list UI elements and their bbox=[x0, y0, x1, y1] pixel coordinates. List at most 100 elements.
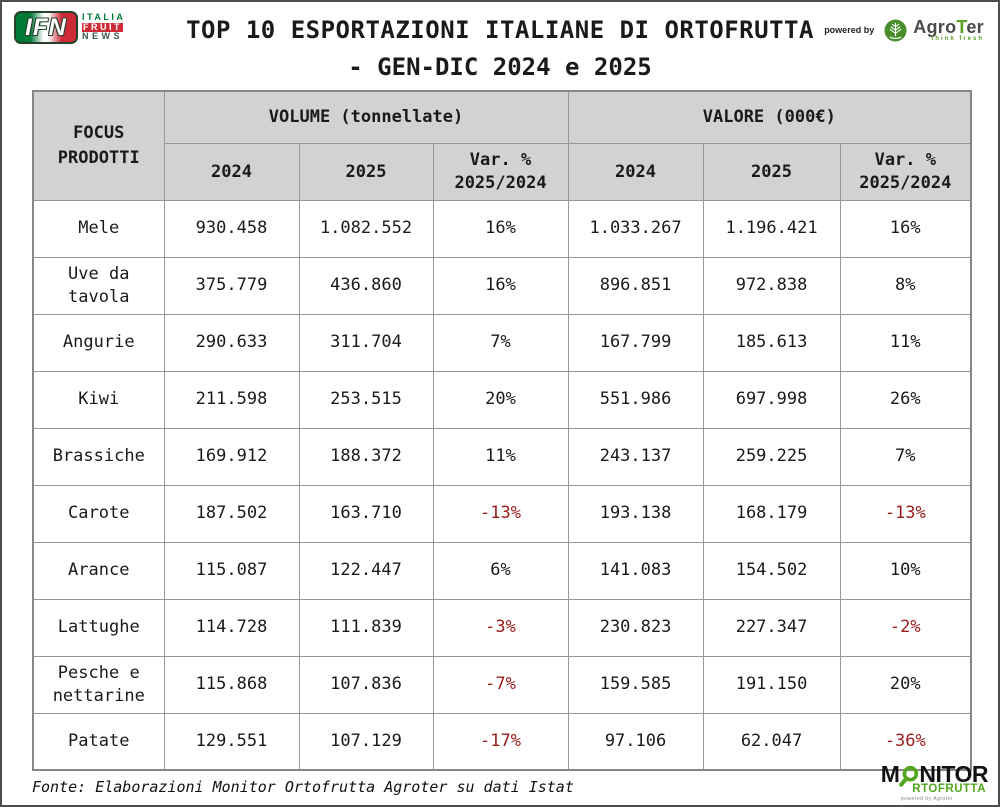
volume-var-cell: -17% bbox=[432, 712, 569, 771]
valore-2024-cell: 896.851 bbox=[567, 256, 704, 315]
product-name-cell: Uve da tavola bbox=[32, 256, 165, 315]
valore-2025-cell: 1.196.421 bbox=[702, 199, 841, 258]
volume-var-cell: -7% bbox=[432, 655, 569, 714]
page-title-line2: - GEN-DIC 2024 e 2025 bbox=[348, 53, 652, 81]
exports-table: FOCUS PRODOTTI VOLUME (tonnellate) VALOR… bbox=[32, 90, 973, 771]
volume-var-cell: 16% bbox=[432, 199, 569, 258]
valore-2024-cell: 193.138 bbox=[567, 484, 704, 543]
volume-2025-cell: 253.515 bbox=[298, 370, 434, 429]
valore-2024-cell: 1.033.267 bbox=[567, 199, 704, 258]
table-row: Angurie 290.633 311.704 7% 167.799 185.613 11% bbox=[32, 313, 972, 372]
table-row: Mele 930.458 1.082.552 16% 1.033.267 1.196.42… bbox=[32, 199, 972, 258]
ifn-word-news: NEWS bbox=[82, 31, 123, 42]
volume-2024-header: 2024 bbox=[163, 142, 300, 201]
volume-2024-cell: 129.551 bbox=[163, 712, 300, 771]
valore-var-cell: 20% bbox=[839, 655, 972, 714]
valore-var-cell: -2% bbox=[839, 598, 972, 657]
ifn-abbr: IFN bbox=[25, 13, 67, 41]
volume-var-cell: 7% bbox=[432, 313, 569, 372]
product-name-cell: Carote bbox=[32, 484, 165, 543]
valore-2025-cell: 185.613 bbox=[702, 313, 841, 372]
valore-2025-cell: 191.150 bbox=[702, 655, 841, 714]
valore-2024-cell: 230.823 bbox=[567, 598, 704, 657]
volume-var-cell: 11% bbox=[432, 427, 569, 486]
valore-var-cell: -13% bbox=[839, 484, 972, 543]
table-row: Kiwi 211.598 253.515 20% 551.986 697.998 26% bbox=[32, 370, 972, 429]
agroter-logo: powered by AgroTer think fresh bbox=[824, 18, 984, 42]
volume-2025-cell: 188.372 bbox=[298, 427, 434, 486]
monitor-m: M bbox=[880, 760, 900, 787]
product-name-cell: Angurie bbox=[32, 313, 165, 372]
valore-var-cell: 16% bbox=[839, 199, 972, 258]
monitor-nitor: NITOR bbox=[919, 760, 988, 787]
ifn-logo: IFN ITALIA FRUIT NEWS bbox=[14, 11, 125, 44]
valore-2025-cell: 62.047 bbox=[702, 712, 841, 771]
volume-2025-cell: 107.836 bbox=[298, 655, 434, 714]
valore-2025-cell: 972.838 bbox=[702, 256, 841, 315]
valore-group-header: VALORE (000€) bbox=[567, 90, 972, 144]
valore-2024-cell: 243.137 bbox=[567, 427, 704, 486]
valore-2025-cell: 154.502 bbox=[702, 541, 841, 600]
valore-2024-cell: 551.986 bbox=[567, 370, 704, 429]
product-name-cell: Pesche e nettarine bbox=[32, 655, 165, 714]
page-title-line1: TOP 10 ESPORTAZIONI ITALIANE DI ORTOFRUT… bbox=[186, 16, 814, 44]
table-body: Mele 930.458 1.082.552 16% 1.033.267 1.196.42… bbox=[32, 199, 972, 771]
product-name-cell: Lattughe bbox=[32, 598, 165, 657]
ifn-flag-badge-icon: IFN bbox=[14, 11, 78, 44]
volume-var-cell: 6% bbox=[432, 541, 569, 600]
volume-2024-cell: 930.458 bbox=[163, 199, 300, 258]
ifn-wordmark: ITALIA FRUIT NEWS bbox=[82, 12, 125, 42]
volume-2024-cell: 169.912 bbox=[163, 427, 300, 486]
product-name-cell: Patate bbox=[32, 712, 165, 771]
table-row: Uve da tavola 375.779 436.860 16% 896.851 972… bbox=[32, 256, 972, 315]
powered-by-label: powered by bbox=[824, 25, 875, 35]
product-name-cell: Kiwi bbox=[32, 370, 165, 429]
table-header: FOCUS PRODOTTI VOLUME (tonnellate) VALOR… bbox=[32, 90, 972, 201]
volume-var-cell: -13% bbox=[432, 484, 569, 543]
volume-2024-cell: 114.728 bbox=[163, 598, 300, 657]
page-title: TOP 10 ESPORTAZIONI ITALIANE DI ORTOFRUT… bbox=[2, 16, 998, 81]
volume-2024-cell: 115.868 bbox=[163, 655, 300, 714]
valore-2024-cell: 159.585 bbox=[567, 655, 704, 714]
valore-2025-cell: 227.347 bbox=[702, 598, 841, 657]
volume-2025-cell: 163.710 bbox=[298, 484, 434, 543]
product-name-cell: Brassiche bbox=[32, 427, 165, 486]
volume-2024-cell: 211.598 bbox=[163, 370, 300, 429]
header-band: IFN ITALIA FRUIT NEWS TOP 10 ESPORTAZION… bbox=[2, 2, 998, 90]
valore-var-cell: 11% bbox=[839, 313, 972, 372]
magnifier-icon bbox=[899, 765, 919, 787]
header-sub-row: 2024 2025 Var. % 2025/2024 2024 2025 Var.… bbox=[33, 142, 972, 201]
agroter-name: AgroTer bbox=[913, 17, 984, 37]
valore-2025-cell: 168.179 bbox=[702, 484, 841, 543]
table-row: Lattughe 114.728 111.839 -3% 230.823 227.347-… bbox=[32, 598, 972, 657]
agroter-wordmark: AgroTer think fresh bbox=[913, 18, 984, 42]
volume-2025-cell: 111.839 bbox=[298, 598, 434, 657]
table-row: Brassiche 169.912 188.372 11% 243.137 259.225… bbox=[32, 427, 972, 486]
volume-var-cell: 20% bbox=[432, 370, 569, 429]
valore-2025-cell: 697.998 bbox=[702, 370, 841, 429]
product-name-cell: Arance bbox=[32, 541, 165, 600]
volume-2025-cell: 1.082.552 bbox=[298, 199, 434, 258]
source-note: Fonte: Elaborazioni Monitor Ortofrutta A… bbox=[32, 778, 574, 796]
volume-2025-header: 2025 bbox=[298, 142, 434, 201]
focus-line2: PRODOTTI bbox=[57, 147, 140, 168]
volume-2024-cell: 115.087 bbox=[163, 541, 300, 600]
valore-var-cell: 10% bbox=[839, 541, 972, 600]
volume-2025-cell: 311.704 bbox=[298, 313, 434, 372]
volume-2025-cell: 107.129 bbox=[298, 712, 434, 771]
valore-var-cell: 8% bbox=[839, 256, 972, 315]
volume-var-header: Var. % 2025/2024 bbox=[432, 142, 569, 201]
valore-2025-cell: 259.225 bbox=[702, 427, 841, 486]
agroter-tagline: think fresh bbox=[931, 36, 984, 42]
monitor-wordmark-bottom: RTOFRUTTA bbox=[912, 782, 986, 795]
monitor-wordmark-top: M NITOR bbox=[866, 760, 988, 787]
volume-2024-cell: 290.633 bbox=[163, 313, 300, 372]
product-name-cell: Mele bbox=[32, 199, 165, 258]
monitor-ortofrutta-logo: M NITOR RTOFRUTTA powered by Agroter bbox=[866, 760, 989, 802]
ifn-word-fruit: FRUIT bbox=[82, 21, 123, 33]
table-row: Arance 115.087 122.447 6% 141.083 154.502 10% bbox=[32, 541, 972, 600]
valore-var-cell: 7% bbox=[839, 427, 972, 486]
volume-var-cell: -3% bbox=[432, 598, 569, 657]
valore-var-cell: 26% bbox=[839, 370, 972, 429]
